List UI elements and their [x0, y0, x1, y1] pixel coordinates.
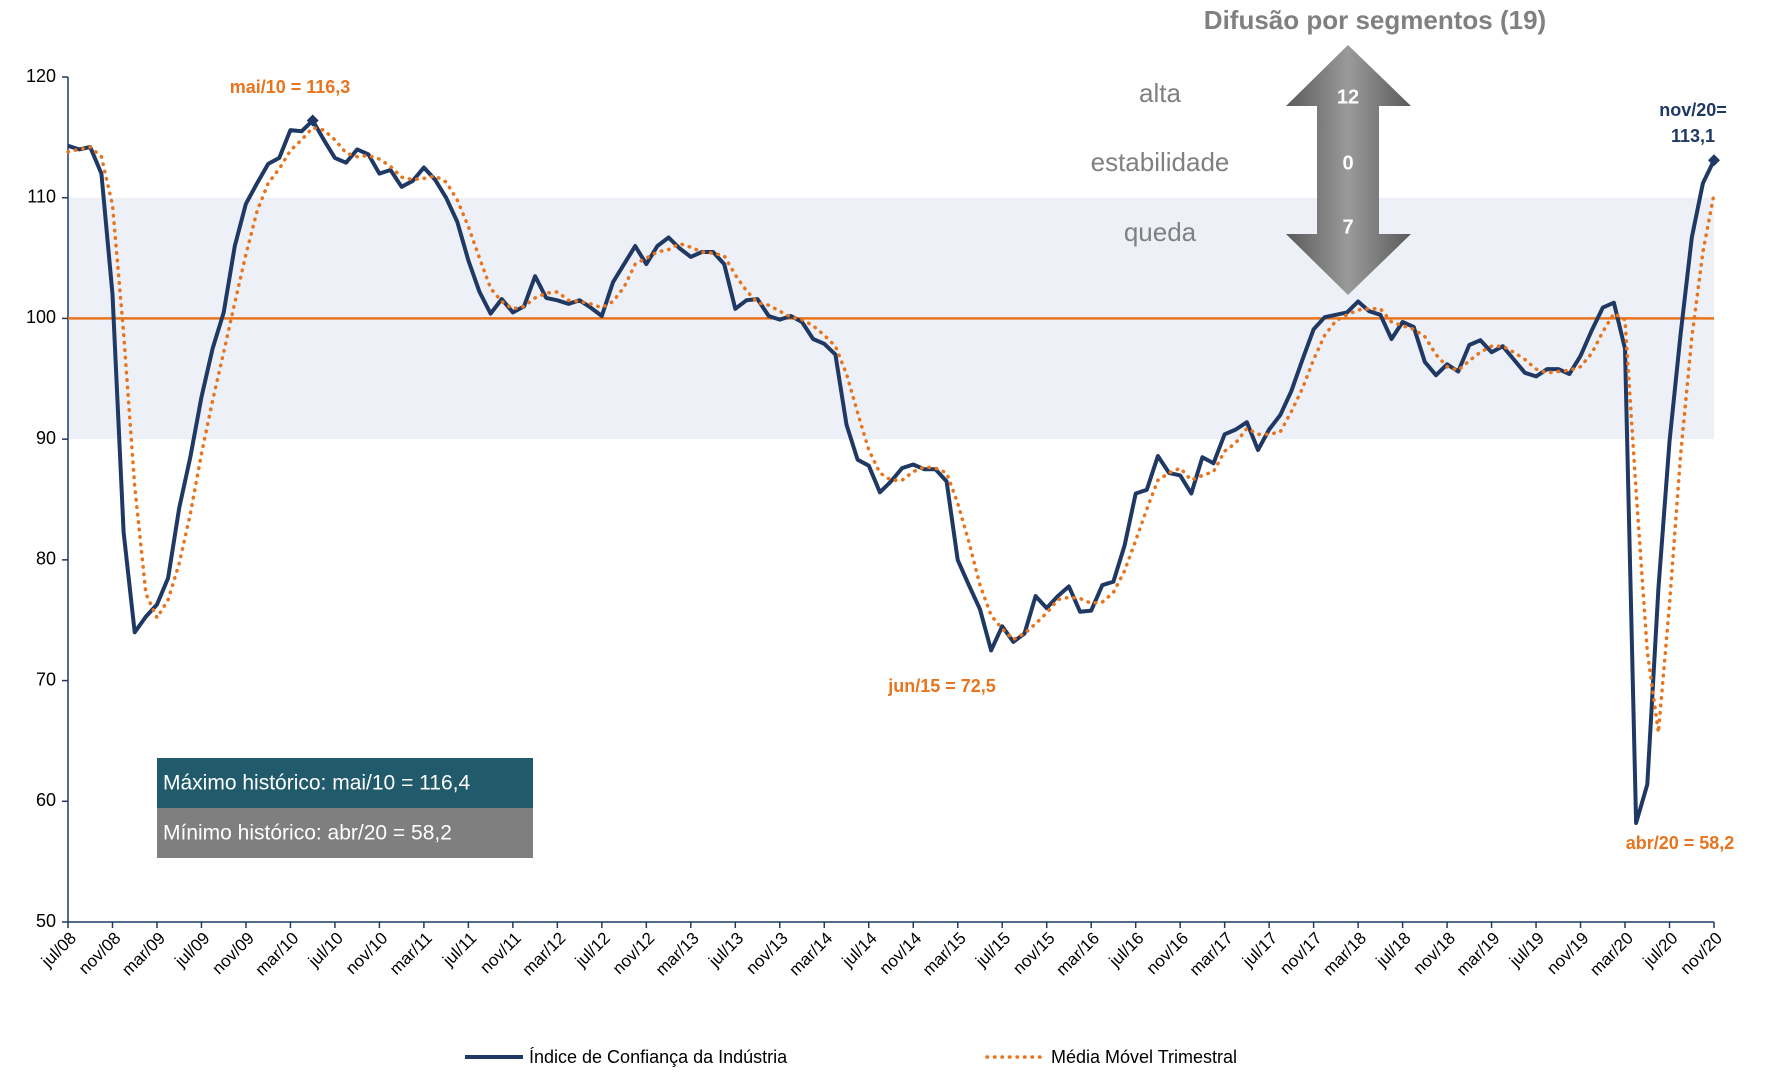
point-marker [1708, 154, 1720, 167]
annotation: 113,1 [1671, 126, 1715, 146]
y-tick-label: 70 [36, 669, 56, 689]
x-tick-label: nov/13 [742, 929, 792, 979]
x-tick-label: nov/12 [609, 929, 659, 979]
x-tick-label: nov/18 [1410, 929, 1460, 979]
x-tick-label: nov/08 [75, 929, 125, 979]
x-tick-label: mar/12 [518, 929, 569, 980]
x-tick-label: jul/16 [1105, 929, 1148, 972]
x-tick-label: mar/10 [252, 929, 303, 980]
diffusion-label: estabilidade [1091, 147, 1230, 177]
x-tick-label: nov/20 [1676, 929, 1726, 979]
x-tick-label: mar/14 [785, 929, 836, 980]
diffusion-label: queda [1124, 217, 1197, 247]
info-box-text: Mínimo histórico: abr/20 = 58,2 [163, 822, 452, 845]
legend-label: Índice de Confiança da Indústria [529, 1047, 788, 1067]
x-tick-label: jul/11 [438, 929, 480, 971]
x-tick-label: nov/11 [476, 929, 525, 978]
x-tick-label: mar/18 [1319, 929, 1370, 980]
x-tick-label: nov/10 [342, 929, 392, 979]
info-box [157, 808, 533, 858]
y-tick-label: 90 [36, 428, 56, 448]
diffusion-value: 0 [1342, 152, 1353, 174]
x-tick-label: mar/09 [118, 929, 169, 980]
diffusion-value: 7 [1342, 216, 1353, 238]
diffusion: Difusão por segmentos (19) alta 12 estabil… [1091, 5, 1546, 295]
y-tick-label: 100 [26, 307, 56, 327]
x-tick-label: nov/17 [1276, 929, 1326, 979]
x-tick-label: mar/11 [386, 929, 436, 979]
x-tick-label: jul/08 [37, 929, 80, 972]
x-tick-label: jul/09 [171, 929, 214, 972]
diffusion-title: Difusão por segmentos (19) [1204, 5, 1546, 35]
info-box [157, 758, 533, 808]
x-tick-label: jul/17 [1238, 929, 1281, 972]
point-marker [306, 114, 319, 127]
annotation: jun/15 = 72,5 [887, 676, 996, 696]
x-tick-label: jul/18 [1372, 929, 1415, 972]
x-tick-label: nov/19 [1543, 929, 1593, 979]
annotation: abr/20 = 58,2 [1626, 833, 1735, 853]
x-tick-label: jul/10 [304, 929, 347, 972]
annotation: nov/20= [1659, 100, 1727, 120]
y-tick-label: 80 [36, 549, 56, 569]
y-tick-label: 60 [36, 790, 56, 810]
series-line [67, 118, 1716, 825]
x-tick-label: mar/13 [652, 929, 703, 980]
y-tick-label: 50 [36, 911, 56, 931]
x-tick-label: nov/09 [208, 929, 258, 979]
annotation: mai/10 = 116,3 [230, 77, 351, 97]
diffusion-label: alta [1139, 78, 1181, 108]
diffusion-value: 12 [1337, 86, 1359, 108]
x-tick-label: jul/15 [971, 929, 1014, 972]
x-tick-label: jul/13 [704, 929, 747, 972]
x-tick-label: jul/19 [1505, 929, 1548, 972]
x-tick-label: jul/14 [838, 929, 881, 972]
x-tick-label: mar/20 [1586, 929, 1637, 980]
y-tick-label: 110 [27, 186, 56, 206]
x-tick-label: mar/19 [1453, 929, 1504, 980]
x-tick-label: nov/16 [1143, 929, 1193, 979]
x-tick-label: mar/15 [919, 929, 970, 980]
y-tick-label: 120 [26, 66, 56, 86]
legend-label: Média Móvel Trimestral [1051, 1047, 1237, 1067]
x-tick-label: nov/15 [1009, 929, 1059, 979]
x-tick-label: mar/16 [1052, 929, 1103, 980]
x-tick-label: nov/14 [876, 929, 926, 979]
info-box-text: Máximo histórico: mai/10 = 116,4 [163, 772, 470, 795]
x-tick-label: mar/17 [1186, 929, 1237, 980]
x-tick-label: jul/12 [571, 929, 614, 972]
x-tick-label: jul/20 [1639, 929, 1682, 972]
diffusion-arrow [1286, 45, 1411, 295]
